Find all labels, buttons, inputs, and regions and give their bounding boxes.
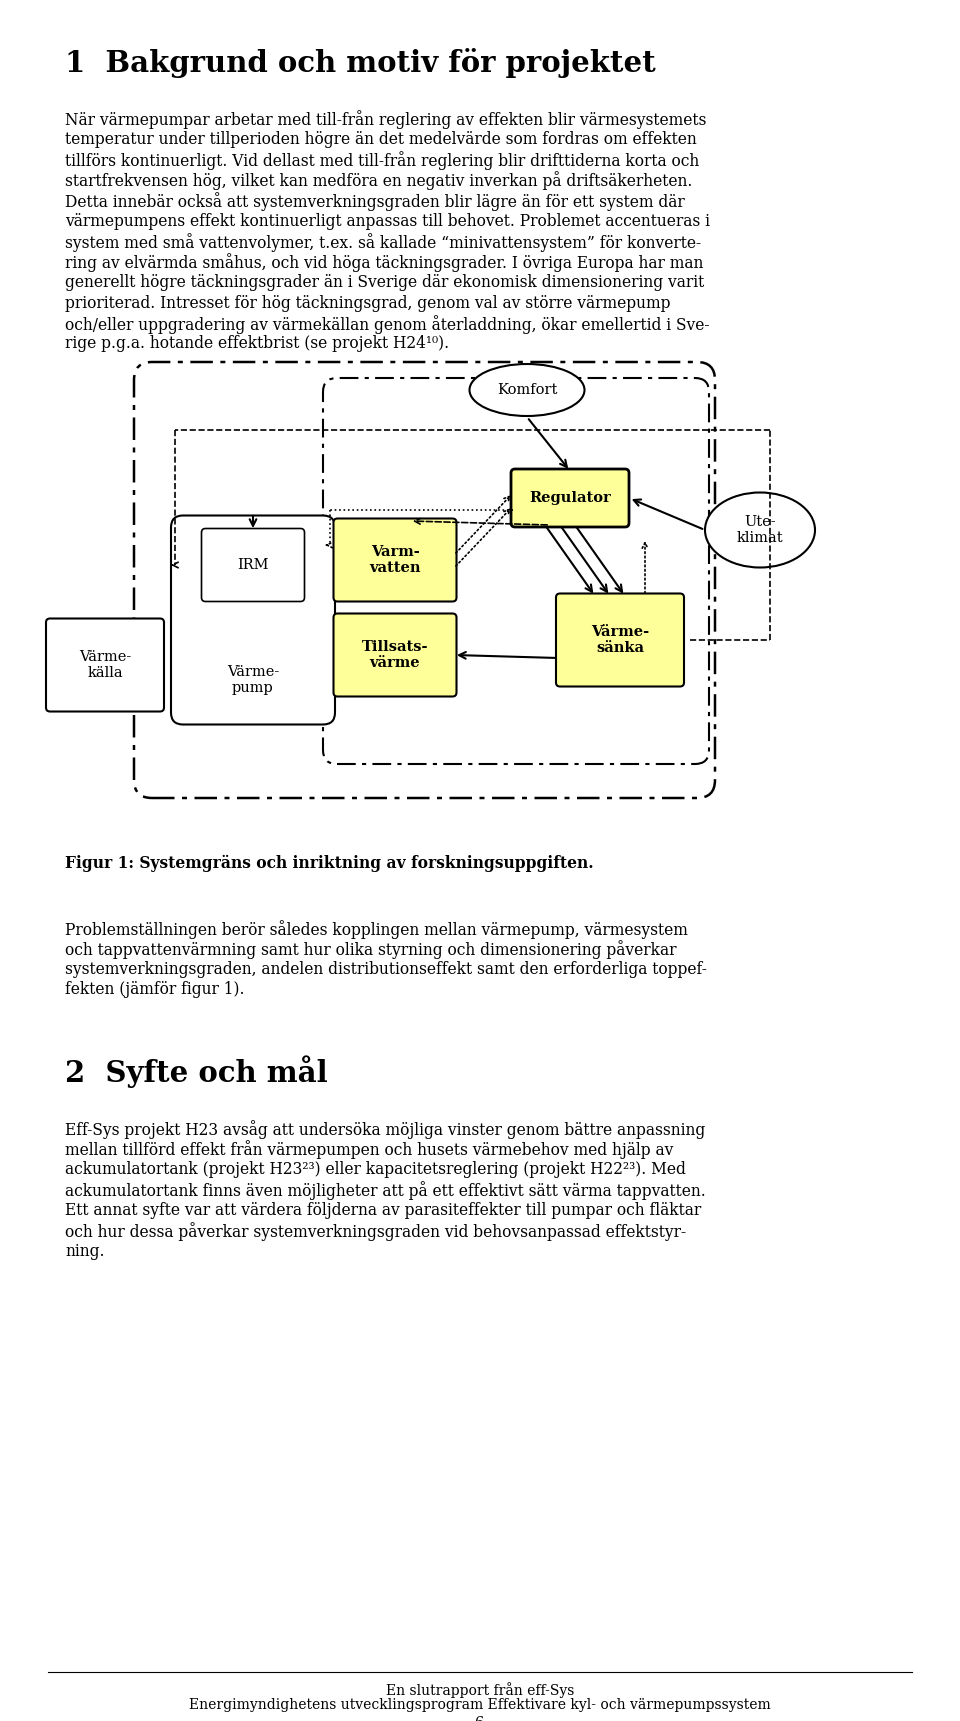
Text: ackumulatortank finns även möjligheter att på ett effektivt sätt värma tappvatte: ackumulatortank finns även möjligheter a… (65, 1182, 706, 1201)
Text: fekten (jämför figur 1).: fekten (jämför figur 1). (65, 981, 245, 998)
Text: tillförs kontinuerligt. Vid dellast med till-från reglering blir drifttiderna ko: tillförs kontinuerligt. Vid dellast med … (65, 151, 699, 170)
FancyBboxPatch shape (333, 518, 457, 602)
Text: rige p.g.a. hotande effektbrist (se projekt H24¹⁰).: rige p.g.a. hotande effektbrist (se proj… (65, 336, 449, 353)
Text: IRM: IRM (237, 558, 269, 571)
Text: Figur 1: Systemgräns och inriktning av forskningsuppgiften.: Figur 1: Systemgräns och inriktning av f… (65, 855, 593, 873)
Text: generellt högre täckningsgrader än i Sverige där ekonomisk dimensionering varit: generellt högre täckningsgrader än i Sve… (65, 274, 705, 291)
Text: startfrekvensen hög, vilket kan medföra en negativ inverkan på driftsäkerheten.: startfrekvensen hög, vilket kan medföra … (65, 172, 692, 191)
FancyBboxPatch shape (171, 516, 335, 725)
Text: Energimyndighetens utvecklingsprogram Effektivare kyl- och värmepumpssystem: Energimyndighetens utvecklingsprogram Ef… (189, 1699, 771, 1712)
Text: Eff-Sys projekt H23 avsåg att undersöka möjliga vinster genom bättre anpassning: Eff-Sys projekt H23 avsåg att undersöka … (65, 1120, 706, 1139)
Text: 6: 6 (475, 1716, 485, 1721)
Ellipse shape (469, 365, 585, 416)
Text: värmepumpens effekt kontinuerligt anpassas till behovet. Problemet accentueras i: värmepumpens effekt kontinuerligt anpass… (65, 212, 710, 229)
Text: mellan tillförd effekt från värmepumpen och husets värmebehov med hjälp av: mellan tillförd effekt från värmepumpen … (65, 1141, 673, 1160)
Text: En slutrapport från eff-Sys: En slutrapport från eff-Sys (386, 1681, 574, 1699)
Text: ning.: ning. (65, 1243, 105, 1260)
Text: Detta innebär också att systemverkningsgraden blir lägre än för ett system där: Detta innebär också att systemverkningsg… (65, 193, 684, 212)
FancyBboxPatch shape (333, 613, 457, 697)
Text: När värmepumpar arbetar med till-från reglering av effekten blir värmesystemets: När värmepumpar arbetar med till-från re… (65, 110, 707, 129)
Text: Tillsats-
värme: Tillsats- värme (362, 640, 428, 669)
Text: och hur dessa påverkar systemverkningsgraden vid behovsanpassad effektstyr-: och hur dessa påverkar systemverkningsgr… (65, 1222, 686, 1241)
Text: temperatur under tillperioden högre än det medelvärde som fordras om effekten: temperatur under tillperioden högre än d… (65, 131, 697, 148)
Text: systemverkningsgraden, andelen distributionseffekt samt den erforderliga toppef-: systemverkningsgraden, andelen distribut… (65, 960, 707, 978)
FancyBboxPatch shape (46, 618, 164, 711)
Text: Värme-
sänka: Värme- sänka (591, 625, 649, 656)
Text: Problemställningen berör således kopplingen mellan värmepump, värmesystem: Problemställningen berör således kopplin… (65, 921, 688, 940)
Text: Värme-
källa: Värme- källa (79, 651, 132, 680)
FancyBboxPatch shape (511, 470, 629, 527)
Text: Värme-
pump: Värme- pump (227, 664, 279, 695)
Text: prioriterad. Intresset för hög täckningsgrad, genom val av större värmepump: prioriterad. Intresset för hög täcknings… (65, 294, 670, 312)
Text: ackumulatortank (projekt H23²³) eller kapacitetsreglering (projekt H22²³). Med: ackumulatortank (projekt H23²³) eller ka… (65, 1162, 685, 1177)
Text: Komfort: Komfort (497, 384, 557, 398)
Text: Regulator: Regulator (529, 490, 611, 504)
FancyBboxPatch shape (202, 528, 304, 602)
FancyBboxPatch shape (556, 594, 684, 687)
Text: Ett annat syfte var att värdera följderna av parasiteffekter till pumpar och flä: Ett annat syfte var att värdera följdern… (65, 1201, 701, 1218)
Text: 1  Bakgrund och motiv för projektet: 1 Bakgrund och motiv för projektet (65, 48, 656, 77)
Text: ring av elvärmda småhus, och vid höga täckningsgrader. I övriga Europa har man: ring av elvärmda småhus, och vid höga tä… (65, 253, 704, 272)
Text: system med små vattenvolymer, t.ex. så kallade “minivattensystem” för konverte-: system med små vattenvolymer, t.ex. så k… (65, 232, 701, 251)
Text: och/eller uppgradering av värmekällan genom återladdning, ökar emellertid i Sve-: och/eller uppgradering av värmekällan ge… (65, 315, 709, 334)
Text: och tappvattenvärmning samt hur olika styrning och dimensionering påverkar: och tappvattenvärmning samt hur olika st… (65, 940, 677, 959)
Text: 2  Syfte och mål: 2 Syfte och mål (65, 1055, 327, 1088)
Ellipse shape (705, 492, 815, 568)
Text: Varm-
vatten: Varm- vatten (370, 546, 420, 575)
Text: Ute-
klimat: Ute- klimat (736, 515, 783, 546)
